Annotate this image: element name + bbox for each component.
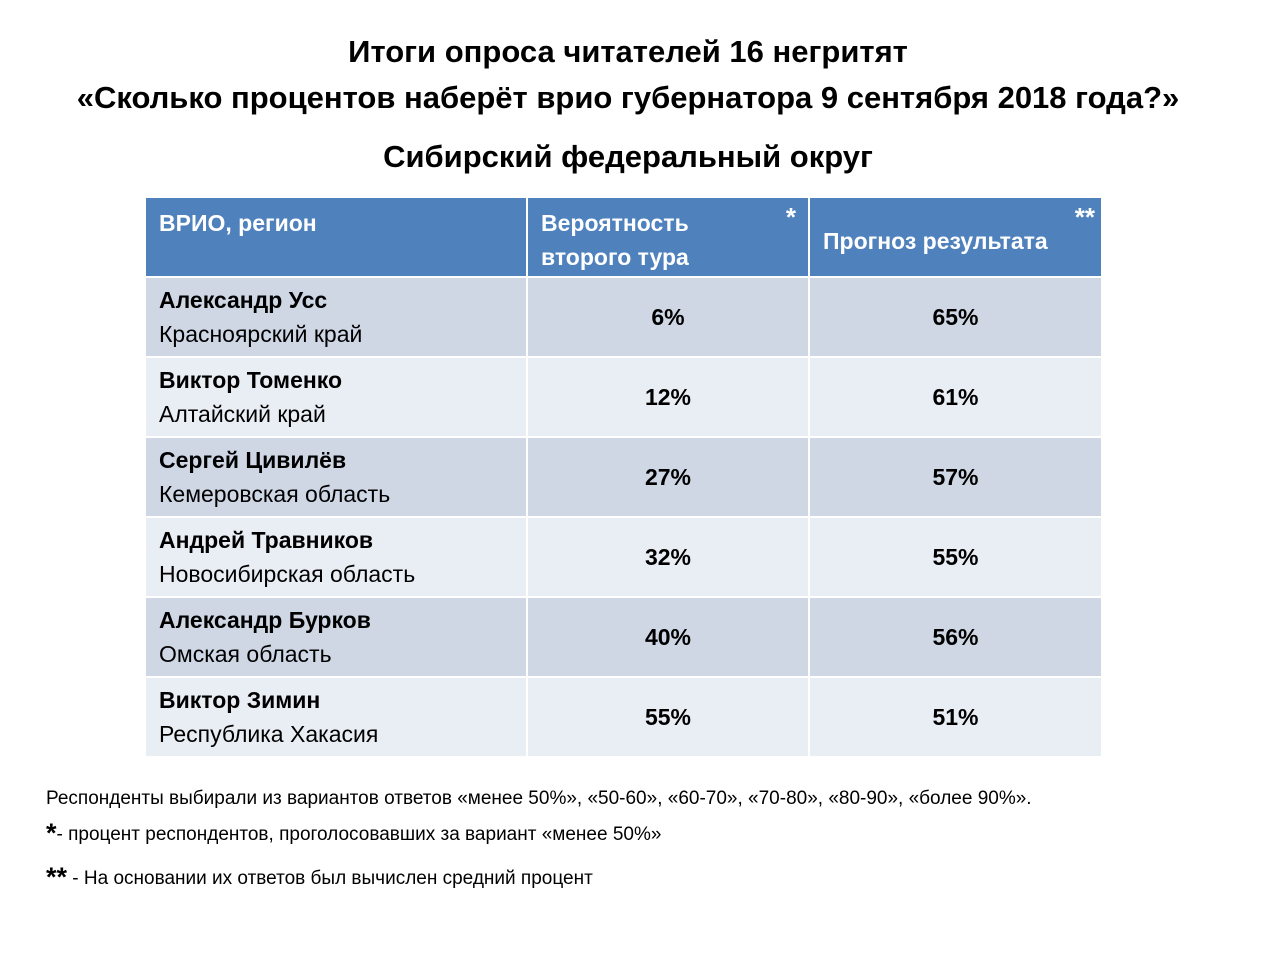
column-header-label-line-2: второго тура: [541, 244, 689, 270]
page-title-line-1: Итоги опроса читателей 16 негритят: [348, 34, 908, 69]
candidate-name: Александр Бурков: [159, 607, 371, 633]
candidate-name: Андрей Травников: [159, 527, 374, 553]
column-header-label: Прогноз результата: [823, 228, 1048, 254]
footnote-answer-options: Респонденты выбирали из вариантов ответо…: [46, 788, 1032, 809]
candidate-cell: Александр Бурков Омская область: [144, 596, 528, 678]
candidate-cell: Александр Усс Красноярский край: [144, 276, 528, 358]
candidate-cell: Виктор Томенко Алтайский край: [144, 356, 528, 438]
page-title-line-2: «Сколько процентов наберёт врио губернат…: [76, 80, 1180, 115]
candidate-region: Новосибирская область: [159, 561, 416, 587]
second-round-value: 40%: [526, 596, 810, 678]
table-row: Виктор Зимин Республика Хакасия 55% 51%: [144, 676, 1103, 758]
candidate-region: Республика Хакасия: [159, 721, 379, 747]
forecast-value: 55%: [808, 516, 1103, 598]
forecast-value: 65%: [808, 276, 1103, 358]
forecast-value: 51%: [808, 676, 1103, 758]
candidate-region: Омская область: [159, 641, 332, 667]
table-row: Андрей Травников Новосибирская область 3…: [144, 516, 1103, 598]
column-header-second-round: Вероятность второго тура *: [526, 196, 810, 278]
second-round-value: 32%: [526, 516, 810, 598]
footnote-single-star: *- процент респондентов, проголосовавших…: [46, 818, 1266, 850]
candidate-cell: Сергей Цивилёв Кемеровская область: [144, 436, 528, 518]
page-subtitle: Сибирский федеральный округ: [383, 139, 873, 174]
candidate-region: Красноярский край: [159, 321, 363, 347]
table-row: Александр Бурков Омская область 40% 56%: [144, 596, 1103, 678]
forecast-value: 61%: [808, 356, 1103, 438]
column-header-forecast: Прогноз результата **: [808, 196, 1103, 278]
footnote-double-star: ** - На основании их ответов был вычисле…: [46, 862, 1266, 894]
candidate-region: Кемеровская область: [159, 481, 391, 507]
candidate-cell: Виктор Зимин Республика Хакасия: [144, 676, 528, 758]
footnote-mark: *: [785, 202, 796, 232]
table-row: Александр Усс Красноярский край 6% 65%: [144, 276, 1103, 358]
forecast-value: 56%: [808, 596, 1103, 678]
column-header-candidate: ВРИО, регион: [144, 196, 528, 278]
footnote-text: - На основании их ответов был вычислен с…: [67, 868, 593, 889]
footnote-mark: **: [46, 862, 68, 892]
second-round-value: 27%: [526, 436, 810, 518]
candidate-region: Алтайский край: [159, 401, 326, 427]
candidate-name: Виктор Томенко: [159, 367, 343, 393]
candidate-name: Сергей Цивилёв: [159, 447, 347, 473]
table-row: Сергей Цивилёв Кемеровская область 27% 5…: [144, 436, 1103, 518]
candidate-name: Виктор Зимин: [159, 687, 321, 713]
table-header-row: ВРИО, регион Вероятность второго тура * …: [144, 196, 1103, 278]
second-round-value: 55%: [526, 676, 810, 758]
second-round-value: 12%: [526, 356, 810, 438]
candidate-cell: Андрей Травников Новосибирская область: [144, 516, 528, 598]
footnote-mark: *: [46, 818, 57, 848]
second-round-value: 6%: [526, 276, 810, 358]
results-table: ВРИО, регион Вероятность второго тура * …: [144, 196, 1103, 758]
column-header-label-line-1: Вероятность: [541, 210, 689, 236]
candidate-name: Александр Усс: [159, 287, 328, 313]
footnotes: Респонденты выбирали из вариантов ответо…: [46, 784, 1266, 894]
footnote-text: - процент респондентов, проголосовавших …: [56, 824, 662, 845]
table-row: Виктор Томенко Алтайский край 12% 61%: [144, 356, 1103, 438]
column-header-label: Вероятность второго тура: [541, 206, 689, 274]
column-header-label: ВРИО, регион: [159, 210, 317, 236]
forecast-value: 57%: [808, 436, 1103, 518]
footnote-mark: **: [1074, 202, 1095, 232]
